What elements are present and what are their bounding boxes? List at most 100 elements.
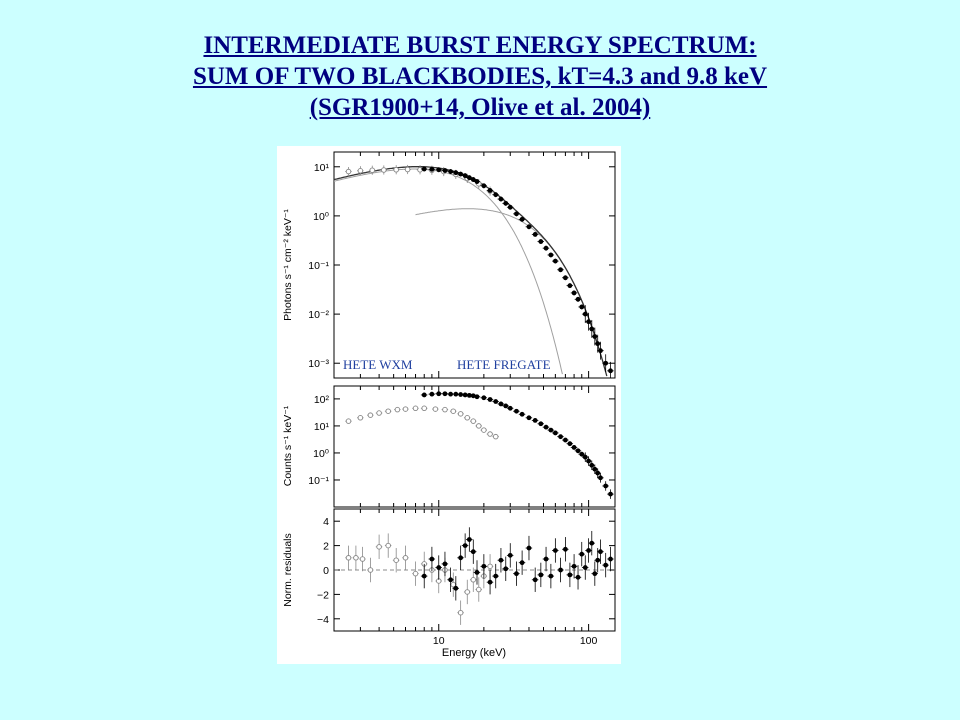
middle-panel-yticks: 10² 10¹ 10⁰ 10⁻¹ bbox=[308, 386, 615, 507]
bot-s1-point-7 bbox=[462, 543, 468, 548]
bot-s1-point-32 bbox=[586, 548, 592, 553]
mid-s1-point-2 bbox=[436, 391, 442, 397]
mid-s0-point-10 bbox=[442, 406, 448, 413]
mid-s1-point-38 bbox=[608, 491, 613, 497]
bottom-panel-points bbox=[345, 527, 614, 625]
mid-s1-point-19 bbox=[526, 415, 532, 421]
bot-s1-point-31 bbox=[582, 565, 588, 570]
top-s1-point-24 bbox=[552, 258, 558, 264]
bot-ytick-label-4: −4 bbox=[317, 614, 329, 626]
title-line-2: SUM OF TWO BLACKBODIES, kT=4.3 and 9.8 k… bbox=[192, 63, 768, 90]
mid-s1-point-25 bbox=[558, 434, 563, 440]
top-s1-point-32 bbox=[586, 319, 592, 325]
mid-s1-point-16 bbox=[507, 405, 513, 411]
top-s1-point-31 bbox=[582, 311, 588, 317]
bot-s1-point-38 bbox=[608, 556, 613, 562]
mid-s1-point-23 bbox=[548, 427, 554, 433]
mid-ytick-label-3: 10⁻¹ bbox=[308, 475, 329, 487]
mid-s1-point-4 bbox=[448, 391, 454, 397]
top-s1-point-23 bbox=[548, 252, 554, 258]
mid-s0-point-15 bbox=[476, 423, 482, 429]
top-s1-point-27 bbox=[567, 283, 573, 289]
top-s1-point-15 bbox=[503, 200, 509, 206]
top-ytick-label-3: 10⁻² bbox=[308, 309, 329, 321]
mid-s1-point-34 bbox=[592, 466, 598, 472]
top-s1-point-9 bbox=[470, 177, 476, 182]
top-s1-point-16 bbox=[507, 204, 513, 210]
top-s1-point-8 bbox=[466, 175, 472, 181]
bot-xtick-label-1: 100 bbox=[580, 635, 598, 647]
bot-s1-point-27 bbox=[567, 572, 573, 578]
bottom-panel-yticks: 4 2 0 −2 −4 bbox=[317, 516, 615, 626]
bot-s1-point-18 bbox=[519, 560, 525, 566]
bot-s0-point-8 bbox=[412, 570, 419, 577]
mid-s1-point-6 bbox=[458, 392, 464, 397]
bot-s0-point-0 bbox=[345, 555, 352, 561]
bot-ytick-label-1: 2 bbox=[323, 541, 329, 553]
bot-s1-point-1 bbox=[429, 556, 435, 562]
mid-s1-point-36 bbox=[598, 475, 603, 481]
top-s0-point-1 bbox=[357, 168, 364, 174]
mid-s1-point-7 bbox=[462, 392, 468, 398]
mid-s0-point-17 bbox=[487, 431, 493, 437]
top-s1-point-22 bbox=[543, 245, 549, 251]
bot-s1-point-30 bbox=[579, 551, 585, 557]
top-panel-ylabel: Photons s⁻¹ cm⁻² keV⁻¹ bbox=[282, 209, 294, 321]
top-s1-point-7 bbox=[462, 173, 468, 179]
bot-ytick-label-0: 4 bbox=[323, 516, 329, 528]
mid-s0-point-11 bbox=[450, 408, 457, 414]
mid-s0-point-4 bbox=[385, 408, 391, 414]
bot-s1-point-20 bbox=[532, 577, 538, 583]
spectrum-chart-svg: Photons s⁻¹ cm⁻² keV⁻¹ 10¹ 10⁰ 10⁻¹ 10⁻² 10⁻… bbox=[282, 151, 616, 659]
mid-s1-point-8 bbox=[466, 392, 472, 398]
bot-s1-point-4 bbox=[448, 577, 454, 583]
mid-s0-point-9 bbox=[432, 406, 439, 412]
bot-s1-point-9 bbox=[470, 549, 476, 555]
mid-s1-point-15 bbox=[503, 403, 509, 409]
top-s1-point-25 bbox=[558, 267, 563, 273]
top-s1-point-37 bbox=[603, 360, 609, 366]
spectrum-figure: Photons s⁻¹ cm⁻² keV⁻¹ 10¹ 10⁰ 10⁻¹ 10⁻² 10⁻… bbox=[277, 146, 621, 664]
top-s1-point-5 bbox=[453, 170, 459, 176]
mid-s1-point-17 bbox=[514, 408, 519, 414]
top-s1-point-20 bbox=[532, 231, 538, 237]
bot-s0-point-15 bbox=[464, 589, 471, 595]
bot-s1-point-17 bbox=[514, 571, 519, 577]
counts-panel: Counts s⁻¹ keV⁻¹ 10² 10¹ 10⁰ 10⁻¹ bbox=[282, 385, 616, 508]
mid-s1-point-24 bbox=[552, 430, 558, 436]
top-s1-point-21 bbox=[538, 239, 544, 244]
top-s1-point-35 bbox=[595, 341, 601, 347]
bot-s1-point-3 bbox=[442, 561, 448, 567]
residuals-panel: Norm. residuals 4 2 0 −2 −4 10 100 Energy (ke… bbox=[282, 508, 616, 659]
top-s0-point-0 bbox=[345, 168, 352, 175]
bot-s1-point-25 bbox=[558, 567, 563, 573]
mid-s1-point-10 bbox=[474, 394, 480, 400]
top-s0-point-5 bbox=[404, 166, 411, 173]
bot-s1-point-23 bbox=[548, 573, 554, 579]
mid-ytick-label-1: 10¹ bbox=[314, 421, 330, 433]
photon-spectrum-panel: Photons s⁻¹ cm⁻² keV⁻¹ 10¹ 10⁰ 10⁻¹ 10⁻² 10⁻… bbox=[282, 151, 616, 379]
top-s1-point-29 bbox=[575, 296, 581, 302]
mid-s1-point-5 bbox=[453, 391, 459, 397]
bot-s1-point-6 bbox=[458, 555, 464, 561]
mid-s1-point-29 bbox=[575, 448, 581, 454]
bot-s1-point-24 bbox=[552, 548, 558, 553]
bot-s0-point-17 bbox=[476, 586, 482, 593]
title-line-3: (SGR1900+14, Olive et al. 2004) bbox=[309, 94, 651, 121]
bottom-panel-ylabel: Norm. residuals bbox=[282, 533, 294, 607]
bot-s1-point-35 bbox=[595, 557, 601, 563]
annotation-hete-wxm: HETE WXM bbox=[343, 357, 413, 372]
x-axis-label: Energy (keV) bbox=[442, 647, 506, 659]
top-s1-point-19 bbox=[526, 224, 532, 230]
bot-s0-point-19 bbox=[487, 563, 493, 570]
bot-s0-point-6 bbox=[393, 557, 399, 563]
mid-s0-point-1 bbox=[357, 415, 364, 421]
mid-s1-point-30 bbox=[579, 451, 585, 457]
mid-s1-point-33 bbox=[589, 462, 595, 468]
mid-ytick-label-0: 10² bbox=[314, 394, 330, 406]
top-s1-point-33 bbox=[589, 326, 595, 332]
annotation-hete-fregate: HETE FREGATE bbox=[457, 357, 551, 372]
top-s1-point-11 bbox=[481, 183, 487, 189]
bot-s1-point-22 bbox=[543, 556, 549, 562]
